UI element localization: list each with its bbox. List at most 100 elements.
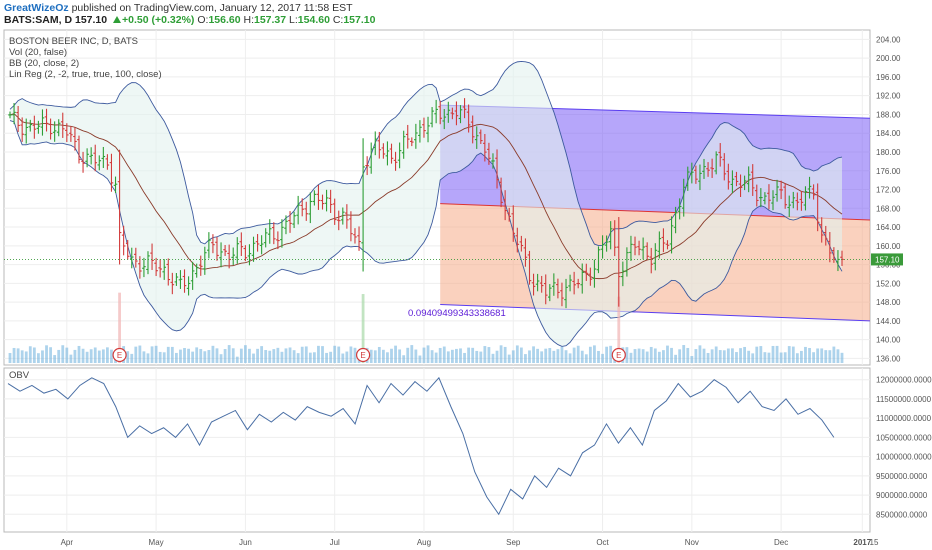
publish-info: published on TradingView.com, January 12… [71, 2, 353, 14]
ohlc-bar [803, 186, 808, 211]
ohlc-bar [259, 235, 264, 255]
volume-bar [657, 351, 661, 363]
obv-legend[interactable]: OBV [9, 370, 30, 381]
volume-bar [584, 354, 588, 363]
volume-bar [85, 351, 89, 363]
ohlc-bar [243, 245, 248, 262]
ohlc-bar [121, 225, 126, 256]
volume-bar [820, 348, 824, 363]
volume-bar [511, 350, 515, 363]
volume-bar [763, 352, 767, 363]
volume-bar [653, 348, 657, 363]
volume-bar [471, 347, 475, 363]
publish-header: GreatWizeOz published on TradingView.com… [4, 2, 353, 14]
volume-bar [739, 348, 742, 363]
volume-bar [633, 349, 637, 363]
volume-bar [321, 346, 324, 363]
high-label: H: [243, 14, 254, 26]
volume-bar [73, 349, 77, 363]
ohlc-bar [8, 111, 12, 119]
ohlc-bar [495, 149, 499, 189]
volume-bar [187, 348, 190, 363]
ohlc-bar [373, 131, 378, 156]
ohlc-bar [450, 107, 455, 120]
ohlc-bar [823, 225, 828, 246]
obv-y-tick-label: 10000000.0000 [876, 453, 932, 462]
volume-bar [361, 294, 365, 363]
volume-bar [89, 349, 93, 363]
ohlc-bar [182, 269, 187, 293]
ohlc-bar [710, 158, 714, 178]
ohlc-bar [702, 158, 706, 179]
legend-vol[interactable]: Vol (20, false) [9, 47, 68, 58]
volume-bar [722, 350, 726, 363]
volume-bar [637, 348, 641, 363]
ohlc-bar [109, 153, 114, 192]
ohlc-bar [430, 107, 434, 128]
ohlc-bar [32, 115, 37, 139]
ohlc-bar [280, 219, 284, 248]
ohlc-bar [811, 184, 816, 200]
volume-bar [605, 346, 609, 363]
obv-y-tick-label: 11000000.0000 [876, 414, 932, 423]
volume-bar [430, 350, 434, 363]
volume-bar [24, 351, 28, 363]
volume-bar [325, 352, 328, 363]
ohlc-bar [320, 194, 325, 210]
low-label: L: [289, 14, 298, 26]
legend-bb[interactable]: BB (20, close, 2) [9, 58, 80, 69]
volume-bar [483, 346, 487, 363]
y-tick-label: 180.00 [876, 148, 901, 157]
author-link[interactable]: GreatWizeOz [4, 2, 69, 14]
ohlc-bar [677, 198, 682, 220]
ohlc-bar [552, 273, 556, 296]
ohlc-bar [491, 153, 495, 169]
ohlc-bar [568, 274, 572, 292]
high-value: 157.37 [253, 14, 287, 26]
volume-bar [243, 345, 247, 363]
ohlc-bar [531, 273, 536, 296]
volume-bar [256, 348, 259, 363]
volume-bar [446, 351, 450, 363]
volume-bar [8, 353, 12, 363]
ohlc-bar [211, 234, 215, 254]
ohlc-bar [231, 247, 236, 266]
ohlc-bar [653, 243, 658, 271]
earnings-label: E [360, 351, 365, 360]
volume-bar [544, 348, 548, 363]
legend-linreg[interactable]: Lin Reg (2, -2, true, true, 100, close) [9, 69, 162, 80]
ohlc-bar [267, 219, 272, 244]
volume-bar [239, 348, 243, 363]
ohlc-bar [186, 276, 191, 296]
y-tick-label: 192.00 [876, 92, 901, 101]
volume-bar [524, 354, 527, 363]
volume-bar [519, 347, 523, 363]
ohlc-bar [572, 271, 576, 295]
obv-y-tick-label: 11500000.0000 [876, 395, 932, 404]
earnings-icon: E [112, 347, 127, 363]
volume-bar [106, 347, 109, 363]
volume-bar [166, 346, 170, 363]
volume-bar [560, 346, 564, 363]
volume-bar [292, 350, 296, 363]
volume-bar [580, 350, 584, 363]
volume-bar [755, 346, 759, 363]
ohlc-bar [645, 242, 649, 261]
volume-bar [142, 351, 146, 363]
volume-bar [536, 348, 540, 363]
volume-bar [199, 348, 203, 363]
ohlc-bar [726, 163, 731, 190]
y-tick-label: 148.00 [876, 298, 901, 307]
ohlc-bar [414, 123, 418, 149]
ohlc-bar [166, 258, 171, 286]
volume-bar [134, 346, 138, 363]
volume-bar [507, 354, 511, 363]
low-value: 154.60 [297, 14, 330, 26]
ohlc-bar [706, 162, 710, 177]
volume-bar [394, 345, 397, 363]
volume-bar [442, 346, 446, 363]
last-price-label: 157.10 [875, 255, 900, 264]
volume-bar [345, 351, 349, 363]
volume-bar [69, 354, 73, 363]
